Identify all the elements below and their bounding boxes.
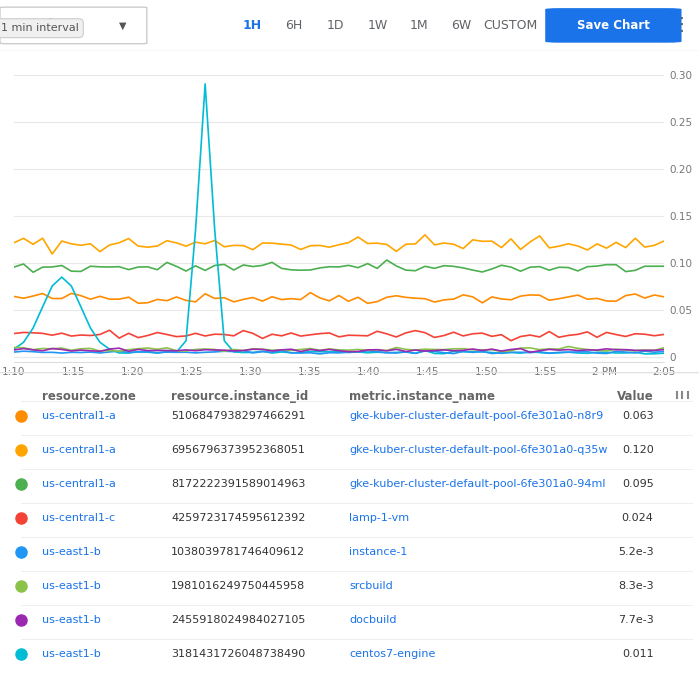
Text: us-central1-a: us-central1-a xyxy=(42,445,116,455)
Text: resource.instance_id: resource.instance_id xyxy=(171,390,308,403)
Text: ⋮: ⋮ xyxy=(672,17,691,34)
Text: us-central1-c: us-central1-c xyxy=(42,513,115,523)
Text: 0.063: 0.063 xyxy=(622,411,654,421)
Text: 0.095: 0.095 xyxy=(622,479,654,489)
Text: 1981016249750445958: 1981016249750445958 xyxy=(171,581,305,591)
Text: centos7-engine: centos7-engine xyxy=(350,649,436,659)
Text: 6W: 6W xyxy=(452,19,471,32)
Text: us-central1-a: us-central1-a xyxy=(42,411,116,421)
Text: us-east1-b: us-east1-b xyxy=(42,581,101,591)
Text: CUSTOM: CUSTOM xyxy=(483,19,538,32)
Text: 0.011: 0.011 xyxy=(622,649,654,659)
Text: 1M: 1M xyxy=(410,19,428,32)
Text: 1H: 1H xyxy=(242,19,261,32)
Text: 1038039781746409612: 1038039781746409612 xyxy=(171,547,305,557)
Text: 0.024: 0.024 xyxy=(621,513,654,523)
Text: gke-kuber-cluster-default-pool-6fe301a0-94ml: gke-kuber-cluster-default-pool-6fe301a0-… xyxy=(350,479,606,489)
Text: docbuild: docbuild xyxy=(350,615,397,625)
Text: lamp-1-vm: lamp-1-vm xyxy=(350,513,410,523)
Text: 3181431726048738490: 3181431726048738490 xyxy=(171,649,305,659)
Text: 7.7e-3: 7.7e-3 xyxy=(618,615,654,625)
Text: 8172222391589014963: 8172222391589014963 xyxy=(171,479,305,489)
Text: 6H: 6H xyxy=(285,19,302,32)
Text: gke-kuber-cluster-default-pool-6fe301a0-n8r9: gke-kuber-cluster-default-pool-6fe301a0-… xyxy=(350,411,604,421)
Text: us-east1-b: us-east1-b xyxy=(42,649,101,659)
FancyBboxPatch shape xyxy=(0,7,147,44)
Text: Save Chart: Save Chart xyxy=(577,19,649,32)
Text: 6956796373952368051: 6956796373952368051 xyxy=(171,445,305,455)
Text: 0.120: 0.120 xyxy=(622,445,654,455)
Text: Line: Line xyxy=(42,18,71,33)
Text: 5106847938297466291: 5106847938297466291 xyxy=(171,411,305,421)
Text: metric.instance_name: metric.instance_name xyxy=(350,390,496,403)
Text: us-east1-b: us-east1-b xyxy=(42,547,101,557)
Text: 1W: 1W xyxy=(368,19,387,32)
Text: 2455918024984027105: 2455918024984027105 xyxy=(171,615,305,625)
Text: 8.3e-3: 8.3e-3 xyxy=(618,581,654,591)
Text: resource.zone: resource.zone xyxy=(42,390,136,403)
Text: 4259723174595612392: 4259723174595612392 xyxy=(171,513,305,523)
Text: gke-kuber-cluster-default-pool-6fe301a0-q35w: gke-kuber-cluster-default-pool-6fe301a0-… xyxy=(350,445,608,455)
Text: us-central1-a: us-central1-a xyxy=(42,479,116,489)
Text: ▼: ▼ xyxy=(119,20,126,31)
Text: us-east1-b: us-east1-b xyxy=(42,615,101,625)
Text: 5.2e-3: 5.2e-3 xyxy=(618,547,654,557)
Text: Value: Value xyxy=(617,390,654,403)
Text: 1 min interval: 1 min interval xyxy=(1,23,79,33)
FancyBboxPatch shape xyxy=(545,8,682,42)
Text: 1D: 1D xyxy=(326,19,345,32)
Text: instance-1: instance-1 xyxy=(350,547,408,557)
Text: srcbuild: srcbuild xyxy=(350,581,394,591)
